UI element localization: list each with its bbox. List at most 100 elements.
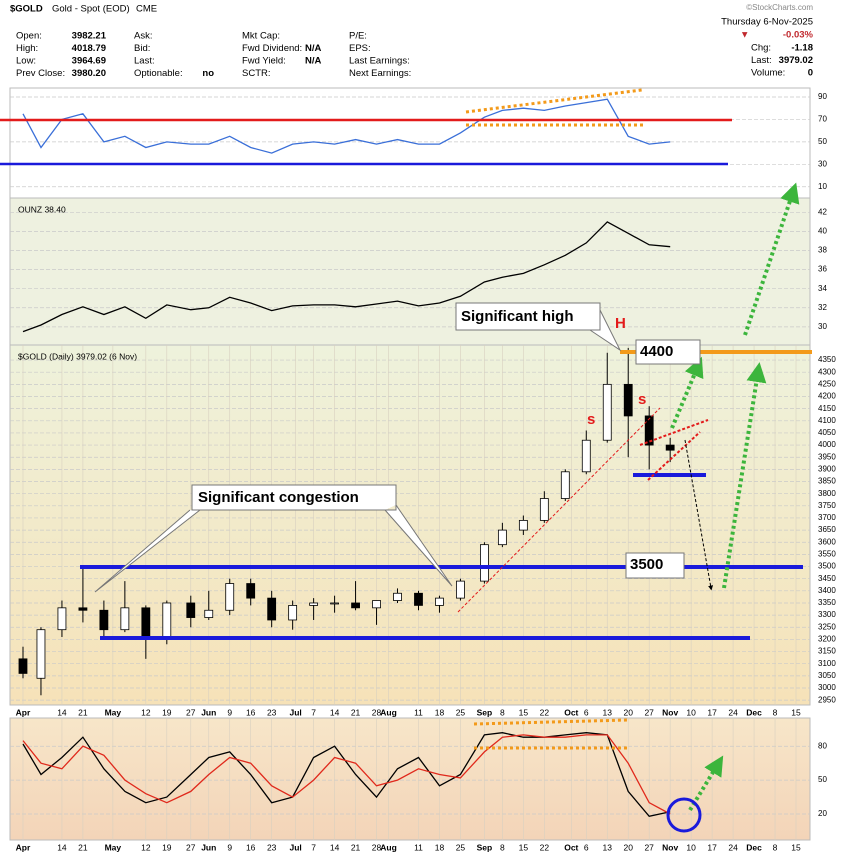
annotation: 3500	[630, 556, 663, 573]
x-tick-label: 16	[246, 842, 256, 852]
x-tick-label: 7	[311, 707, 316, 717]
x-tick-label: 12	[141, 707, 151, 717]
annotation: H	[615, 315, 626, 332]
field-label: Last:	[134, 56, 155, 67]
candle-body	[518, 519, 528, 531]
y-tick-label: 38	[818, 246, 827, 255]
candle-body	[57, 607, 67, 631]
arrow	[684, 439, 714, 591]
arrow	[743, 182, 800, 336]
candle-body	[602, 383, 612, 441]
x-tick-label: 14	[330, 842, 340, 852]
x-tick-label: 15	[791, 842, 801, 852]
label-box	[635, 339, 701, 365]
trend-line	[457, 407, 661, 613]
candle-body	[665, 444, 675, 451]
y-tick-label: 90	[818, 92, 827, 101]
candle-body	[644, 415, 654, 446]
y-tick-label: 80	[818, 741, 827, 750]
y-tick-label: 4150	[818, 404, 836, 413]
x-tick-label: 8	[500, 707, 505, 717]
field-label: SCTR:	[242, 68, 271, 79]
callout	[455, 302, 622, 352]
annotation: Significant congestion	[198, 489, 359, 506]
candle-body	[414, 592, 423, 606]
date: Thursday 6-Nov-2025	[721, 17, 813, 28]
x-tick-label: Sep	[477, 842, 493, 852]
x-tick-label: Nov	[662, 842, 678, 852]
x-tick-label: 11	[414, 707, 423, 717]
candle-body	[497, 529, 507, 546]
x-tick-label: Oct	[564, 842, 578, 852]
arrow	[722, 362, 767, 589]
field-value: 3979.02	[779, 55, 813, 66]
x-tick-label: 19	[162, 842, 172, 852]
y-tick-label: 70	[818, 115, 827, 124]
y-tick-label: 3900	[818, 464, 836, 473]
candle-body	[581, 439, 591, 473]
y-tick-label: 4300	[818, 367, 836, 376]
x-tick-label: 10	[686, 842, 696, 852]
annotation: s	[587, 411, 595, 428]
y-tick-label: 4200	[818, 392, 836, 401]
candle-body	[330, 602, 339, 605]
field-label: Last:	[751, 55, 772, 66]
y-tick-label: 2950	[818, 695, 836, 704]
arrow: ▼	[740, 30, 749, 41]
field-label: High:	[16, 43, 38, 54]
y-tick-label: 3000	[818, 683, 836, 692]
candle-body	[204, 609, 214, 618]
x-tick-label: 28	[372, 707, 382, 717]
y-tick-label: 3150	[818, 647, 836, 656]
field-label: Ask:	[134, 31, 152, 42]
field-label: Low:	[16, 56, 36, 67]
candle-body	[225, 583, 235, 611]
x-tick-label: 14	[57, 842, 67, 852]
stoch-panel	[9, 717, 811, 841]
x-tick-label: 9	[227, 707, 232, 717]
x-tick-label: 24	[728, 707, 738, 717]
field-label: Next Earnings:	[349, 68, 411, 79]
candle-body	[99, 609, 109, 631]
x-tick-label: 6	[584, 842, 589, 852]
x-tick-label: May	[105, 842, 122, 852]
series-line	[22, 221, 671, 333]
x-tick-label: May	[105, 707, 122, 717]
y-tick-label: 4050	[818, 428, 836, 437]
x-tick-label: Aug	[380, 842, 397, 852]
x-tick-label: 19	[162, 707, 172, 717]
x-tick-label: Jul	[290, 707, 302, 717]
x-tick-label: 13	[603, 707, 613, 717]
candle-body	[480, 544, 489, 582]
field-value: N/A	[305, 56, 322, 67]
x-tick-label: 18	[435, 842, 445, 852]
x-tick-label: Apr	[16, 842, 31, 852]
field-value: 3980.20	[72, 68, 106, 79]
field-label: Mkt Cap:	[242, 31, 280, 42]
candle-body	[539, 498, 549, 521]
exchange: CME	[136, 4, 157, 15]
x-tick-label: 22	[540, 707, 550, 717]
field-label: EPS:	[349, 43, 371, 54]
field-label: Open:	[16, 31, 42, 42]
field-label: P/E:	[349, 31, 367, 42]
y-tick-label: 3950	[818, 452, 836, 461]
y-tick-label: 3550	[818, 550, 836, 559]
y-tick-label: 3700	[818, 513, 836, 522]
x-tick-label: Aug	[380, 707, 397, 717]
candle-body	[456, 580, 465, 599]
candle-body	[267, 597, 277, 621]
x-tick-label: Jun	[201, 707, 216, 717]
candle-body	[120, 607, 130, 631]
y-tick-label: 20	[818, 809, 827, 818]
x-tick-label: 20	[623, 707, 633, 717]
candle-body	[78, 607, 88, 611]
y-tick-label: 30	[818, 159, 827, 168]
field-value: 0	[808, 68, 813, 79]
y-tick-label: 3750	[818, 501, 836, 510]
x-tick-label: 15	[791, 707, 801, 717]
field-label: Volume:	[751, 68, 785, 79]
x-tick-label: 27	[644, 842, 654, 852]
